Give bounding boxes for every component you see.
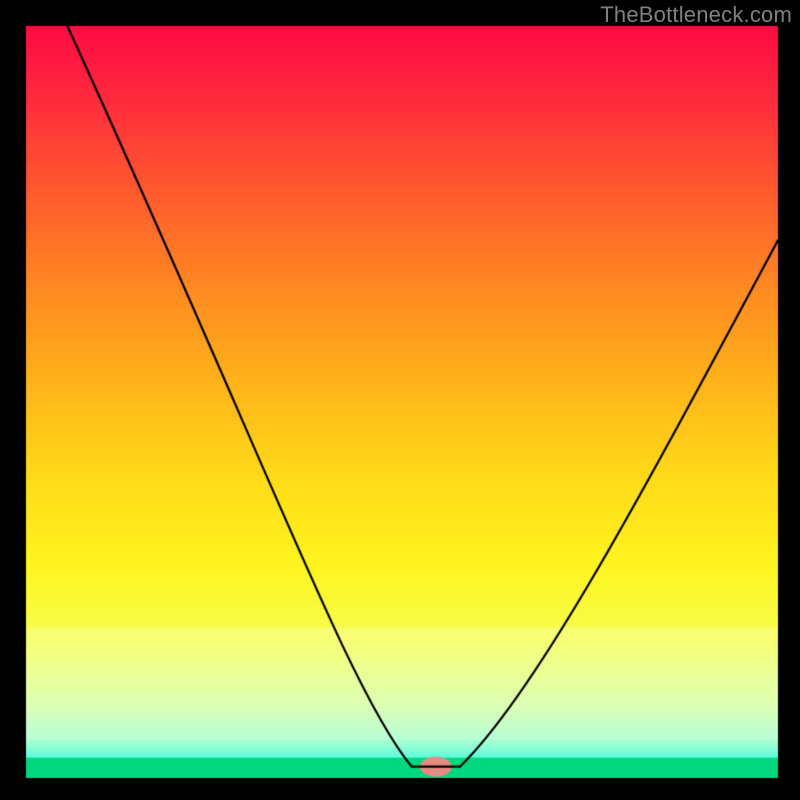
bottleneck-chart-canvas bbox=[0, 0, 800, 800]
watermark-text: TheBottleneck.com bbox=[600, 2, 792, 28]
